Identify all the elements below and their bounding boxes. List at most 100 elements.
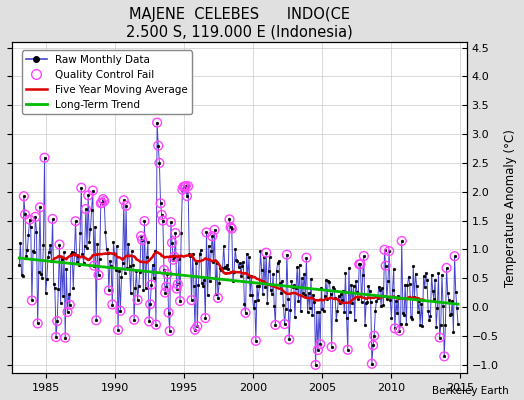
- Point: [178, 186, 187, 193]
- Point: [28, 297, 36, 304]
- Text: Berkeley Earth: Berkeley Earth: [432, 386, 508, 396]
- Point: [227, 226, 236, 232]
- Point: [94, 272, 103, 278]
- Point: [92, 317, 101, 324]
- Point: [114, 327, 122, 333]
- Title: MAJENE  CELEBES      INDO(CE
2.500 S, 119.000 E (Indonesia): MAJENE CELEBES INDO(CE 2.500 S, 119.000 …: [126, 7, 353, 39]
- Point: [285, 336, 293, 343]
- Point: [369, 342, 377, 348]
- Point: [26, 216, 34, 223]
- Point: [96, 200, 105, 206]
- Point: [100, 198, 108, 204]
- Point: [20, 193, 28, 200]
- Point: [169, 256, 177, 263]
- Point: [170, 254, 179, 260]
- Point: [89, 187, 97, 194]
- Point: [137, 233, 145, 239]
- Point: [280, 321, 289, 327]
- Point: [40, 154, 49, 161]
- Point: [63, 309, 72, 315]
- Point: [381, 262, 390, 269]
- Point: [159, 217, 167, 224]
- Point: [182, 183, 190, 189]
- Point: [391, 325, 399, 332]
- Point: [155, 160, 163, 166]
- Point: [108, 301, 116, 308]
- Point: [140, 218, 149, 224]
- Point: [179, 184, 188, 190]
- Point: [385, 248, 394, 254]
- Point: [370, 332, 378, 339]
- Point: [119, 197, 128, 204]
- Point: [36, 204, 44, 210]
- Point: [105, 287, 113, 294]
- Point: [162, 284, 170, 290]
- Point: [344, 346, 352, 353]
- Point: [90, 262, 98, 269]
- Point: [214, 295, 222, 301]
- Point: [84, 192, 92, 198]
- Point: [311, 362, 320, 368]
- Point: [21, 211, 29, 218]
- Point: [48, 216, 57, 222]
- Point: [435, 334, 444, 341]
- Point: [226, 224, 235, 230]
- Point: [314, 347, 322, 353]
- Point: [395, 328, 403, 334]
- Point: [66, 302, 74, 308]
- Point: [165, 309, 173, 316]
- Point: [359, 253, 368, 259]
- Point: [82, 206, 90, 212]
- Point: [145, 318, 153, 325]
- Point: [398, 238, 406, 244]
- Point: [166, 328, 174, 334]
- Point: [316, 341, 324, 348]
- Point: [328, 344, 336, 350]
- Point: [138, 237, 146, 243]
- Point: [262, 250, 270, 256]
- Point: [172, 285, 181, 292]
- Point: [156, 200, 165, 206]
- Point: [163, 271, 172, 277]
- Point: [130, 316, 138, 323]
- Point: [202, 229, 211, 236]
- Point: [355, 261, 364, 268]
- Point: [167, 219, 175, 225]
- Point: [173, 281, 182, 288]
- Point: [53, 318, 61, 324]
- Point: [201, 315, 210, 321]
- Point: [146, 301, 155, 308]
- Point: [180, 183, 189, 190]
- Point: [134, 297, 142, 303]
- Point: [252, 338, 260, 344]
- Point: [302, 254, 311, 261]
- Point: [55, 241, 63, 248]
- Point: [368, 360, 376, 367]
- Point: [380, 247, 389, 253]
- Point: [98, 200, 106, 206]
- Point: [77, 184, 85, 191]
- Point: [210, 227, 219, 233]
- Legend: Raw Monthly Data, Quality Control Fail, Five Year Moving Average, Long-Term Tren: Raw Monthly Data, Quality Control Fail, …: [21, 50, 192, 114]
- Point: [153, 119, 161, 126]
- Point: [161, 290, 169, 296]
- Point: [183, 193, 191, 199]
- Point: [442, 265, 451, 271]
- Point: [152, 322, 160, 328]
- Point: [52, 334, 60, 340]
- Point: [440, 353, 449, 360]
- Point: [31, 214, 39, 220]
- Point: [61, 334, 69, 341]
- Point: [191, 326, 199, 333]
- Point: [168, 240, 176, 246]
- Point: [158, 212, 166, 218]
- Point: [356, 261, 365, 268]
- Point: [34, 320, 42, 327]
- Point: [242, 310, 250, 316]
- Point: [271, 322, 280, 328]
- Point: [282, 252, 291, 258]
- Point: [122, 202, 130, 209]
- Point: [171, 230, 180, 236]
- Point: [208, 233, 216, 240]
- Point: [225, 216, 234, 223]
